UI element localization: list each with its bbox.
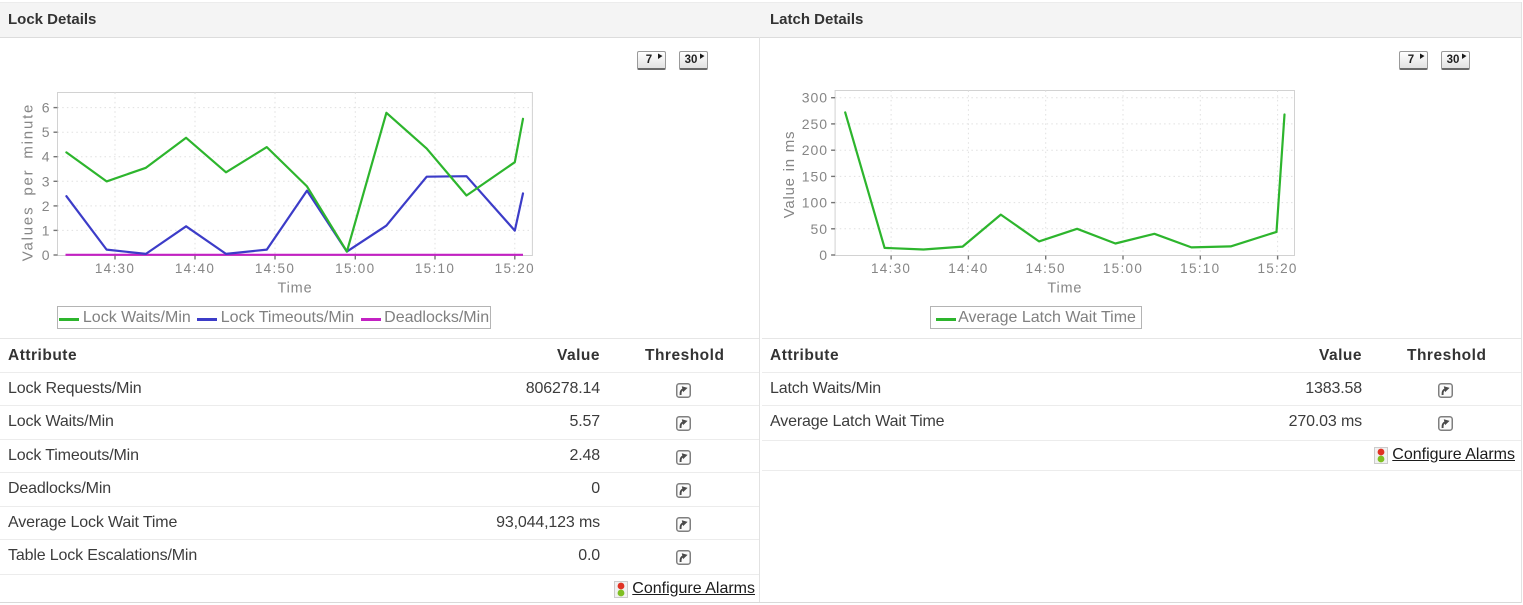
svg-text:3: 3: [42, 173, 51, 189]
svg-text:100: 100: [802, 195, 828, 211]
svg-text:14:30: 14:30: [871, 261, 911, 276]
svg-text:Time: Time: [278, 281, 313, 297]
svg-text:Time: Time: [1047, 281, 1082, 297]
svg-text:5: 5: [42, 124, 51, 140]
svg-text:14:30: 14:30: [95, 261, 135, 276]
svg-text:Values per minute: Values per minute: [20, 103, 37, 261]
svg-text:300: 300: [802, 90, 828, 106]
svg-text:15:20: 15:20: [495, 261, 535, 276]
svg-text:15:00: 15:00: [335, 261, 375, 276]
svg-text:200: 200: [802, 142, 828, 158]
svg-text:2: 2: [42, 198, 51, 214]
svg-text:6: 6: [42, 100, 51, 116]
svg-text:15:10: 15:10: [415, 261, 455, 276]
svg-text:14:40: 14:40: [948, 261, 988, 276]
svg-text:14:50: 14:50: [1026, 261, 1066, 276]
svg-text:0: 0: [42, 247, 51, 263]
svg-text:0: 0: [819, 247, 828, 263]
svg-text:50: 50: [811, 221, 829, 237]
svg-text:15:00: 15:00: [1103, 261, 1143, 276]
svg-text:15:10: 15:10: [1180, 261, 1220, 276]
svg-text:15:20: 15:20: [1257, 261, 1297, 276]
svg-text:4: 4: [42, 149, 51, 165]
svg-text:1: 1: [42, 222, 51, 238]
svg-text:14:40: 14:40: [175, 261, 215, 276]
svg-text:150: 150: [802, 168, 828, 184]
svg-text:250: 250: [802, 116, 828, 132]
svg-text:14:50: 14:50: [255, 261, 295, 276]
svg-text:Value in ms: Value in ms: [781, 131, 798, 219]
